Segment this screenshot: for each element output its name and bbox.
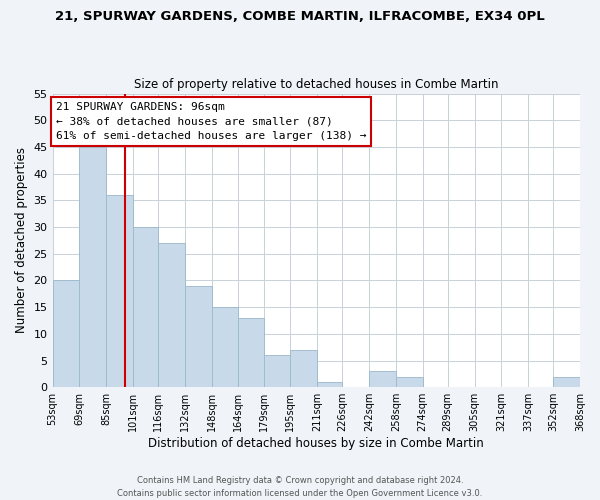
Bar bbox=[133, 227, 158, 387]
Y-axis label: Number of detached properties: Number of detached properties bbox=[15, 148, 28, 334]
Bar bbox=[79, 147, 106, 387]
Text: Contains HM Land Registry data © Crown copyright and database right 2024.
Contai: Contains HM Land Registry data © Crown c… bbox=[118, 476, 482, 498]
Bar bbox=[212, 307, 238, 387]
Bar bbox=[396, 376, 422, 387]
Bar bbox=[263, 355, 290, 387]
Text: 21 SPURWAY GARDENS: 96sqm
← 38% of detached houses are smaller (87)
61% of semi-: 21 SPURWAY GARDENS: 96sqm ← 38% of detac… bbox=[56, 102, 367, 141]
Bar bbox=[317, 382, 342, 387]
Title: Size of property relative to detached houses in Combe Martin: Size of property relative to detached ho… bbox=[134, 78, 499, 91]
Bar bbox=[106, 195, 133, 387]
Bar bbox=[369, 371, 396, 387]
Bar bbox=[553, 376, 580, 387]
Bar bbox=[158, 243, 185, 387]
Bar bbox=[238, 318, 263, 387]
Bar bbox=[53, 280, 79, 387]
Bar bbox=[185, 286, 212, 387]
X-axis label: Distribution of detached houses by size in Combe Martin: Distribution of detached houses by size … bbox=[148, 437, 484, 450]
Bar bbox=[290, 350, 317, 387]
Text: 21, SPURWAY GARDENS, COMBE MARTIN, ILFRACOMBE, EX34 0PL: 21, SPURWAY GARDENS, COMBE MARTIN, ILFRA… bbox=[55, 10, 545, 23]
